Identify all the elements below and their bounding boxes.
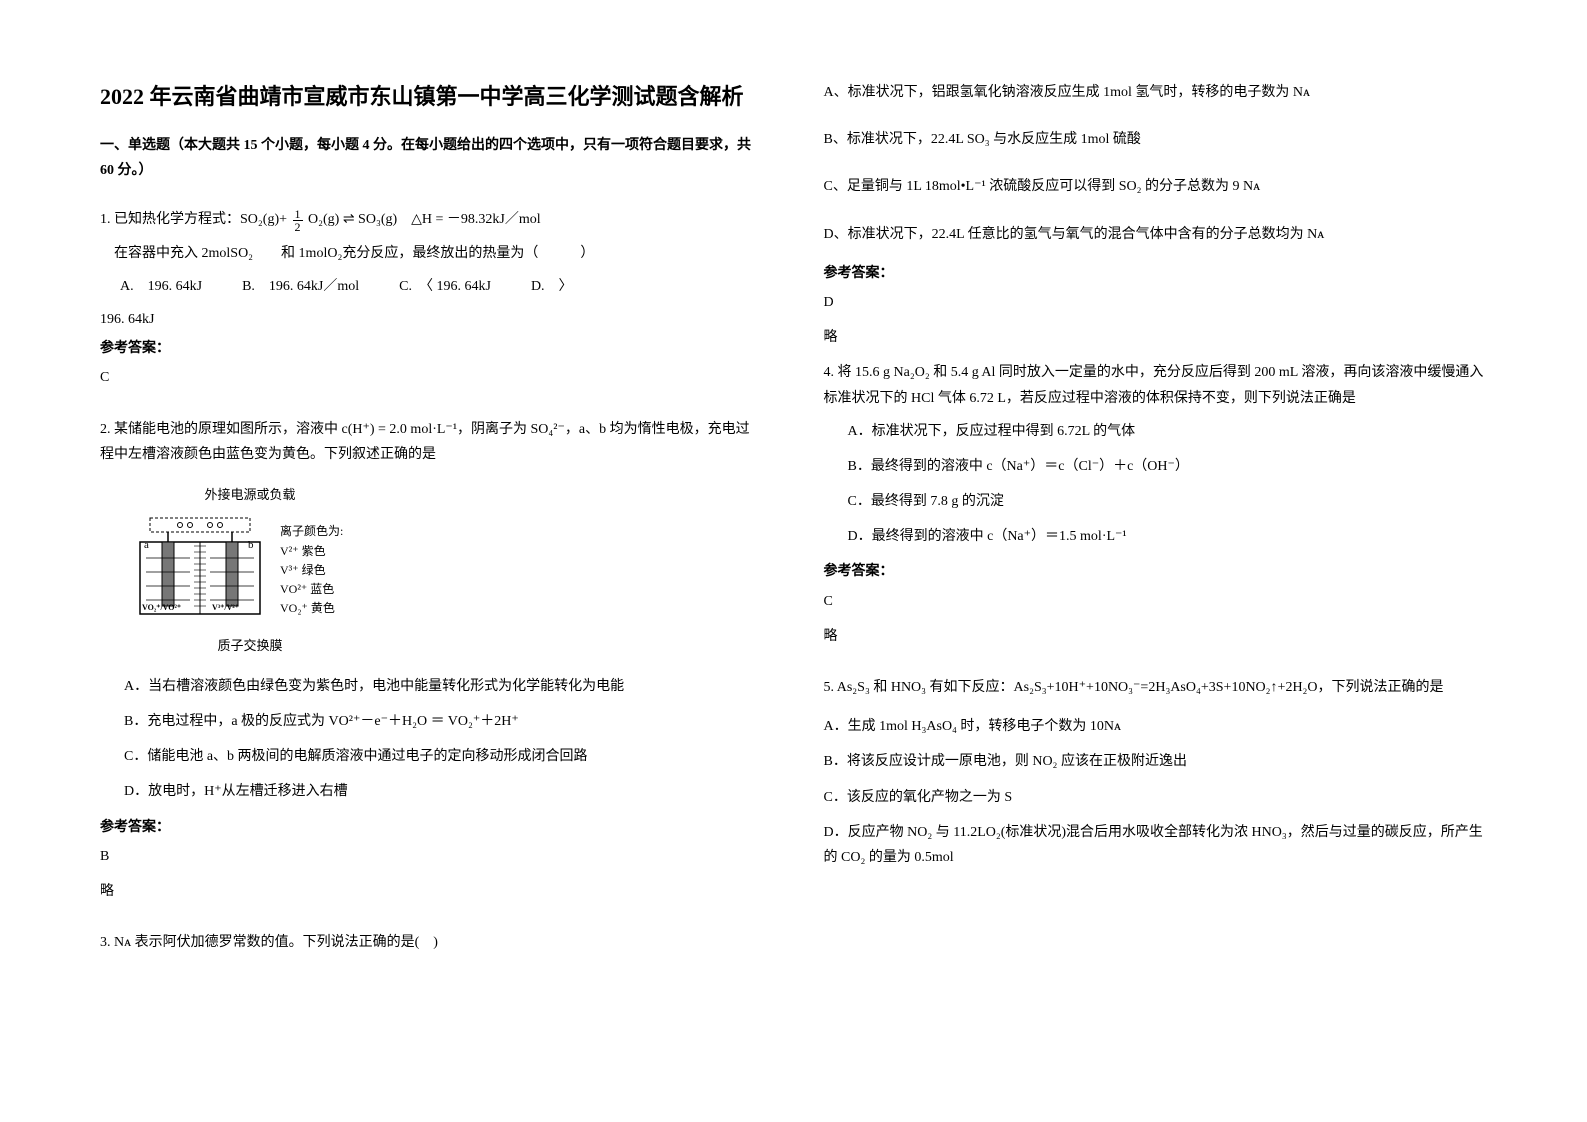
svg-text:VO₂⁺/VO²⁺: VO₂⁺/VO²⁺: [142, 603, 181, 612]
answer-label: 参考答案：: [824, 261, 1488, 286]
q5-optA: A．生成 1mol H₃AsO₄ 时，转移电子个数为 10Nᴀ: [824, 714, 1488, 739]
q1-text: 1. 已知热化学方程式：SO₂(g)+ 1 2 O₂(g) ⇌ SO₃(g) △…: [100, 207, 764, 232]
q2-optD: D．放电时，H⁺从左槽迁移进入右槽: [124, 779, 764, 804]
q2-optA: A．当右槽溶液颜色由绿色变为紫色时，电池中能量转化形式为化学能转化为电能: [124, 674, 764, 699]
q1-optB: B. 196. 64kJ／mol: [242, 274, 359, 299]
q4-optB: B．最终得到的溶液中 c（Na⁺）＝c（Cl⁻）＋c（OH⁻）: [848, 454, 1488, 479]
q1-options: A. 196. 64kJ B. 196. 64kJ／mol C. 〈 196. …: [120, 274, 764, 299]
answer-label: 参考答案：: [824, 559, 1488, 584]
section-header: 一、单选题（本大题共 15 个小题，每小题 4 分。在每小题给出的四个选项中，只…: [100, 133, 764, 183]
q1-optA: A. 196. 64kJ: [120, 274, 202, 299]
answer-label: 参考答案：: [100, 815, 764, 840]
q4-text: 4. 将 15.6 g Na₂O₂ 和 5.4 g Al 同时放入一定量的水中，…: [824, 360, 1488, 410]
diagram-title: 外接电源或负载: [130, 483, 370, 506]
frac-den: 2: [293, 221, 303, 233]
q5-text: 5. As₂S₃ 和 HNO₃ 有如下反应：As₂S₃+10H⁺+10NO₃⁻=…: [824, 675, 1488, 700]
q1-line1a: 1. 已知热化学方程式：SO₂(g)+: [100, 212, 291, 227]
q5-optD: D．反应产物 NO₂ 与 11.2LO₂(标准状况)混合后用水吸收全部转化为浓 …: [824, 820, 1488, 870]
q2-text: 2. 某储能电池的原理如图所示，溶液中 c(H⁺) = 2.0 mol·L⁻¹，…: [100, 417, 764, 467]
q2-optC: C．储能电池 a、b 两极间的电解质溶液中通过电子的定向移动形成闭合回路: [124, 744, 764, 769]
question-2: 2. 某储能电池的原理如图所示，溶液中 c(H⁺) = 2.0 mol·L⁻¹，…: [100, 417, 764, 914]
q3-optD: D、标准状况下，22.4L 任意比的氢气与氧气的混合气体中含有的分子总数均为 N…: [824, 222, 1488, 247]
ion-legend: 离子颜色为: V²⁺ 紫色 V³⁺ 绿色 VO²⁺ 蓝色 VO₂⁺ 黄色: [280, 522, 343, 618]
q5-optB: B．将该反应设计成一原电池，则 NO₂ 应该在正极附近逸出: [824, 749, 1488, 774]
q3-brief: 略: [824, 325, 1488, 350]
q1-cont: 196. 64kJ: [100, 307, 764, 332]
q3-text: 3. Nᴀ 表示阿伏加德罗常数的值。下列说法正确的是( ): [100, 930, 764, 955]
frac-num: 1: [293, 208, 303, 221]
q4-brief: 略: [824, 624, 1488, 649]
question-4: 4. 将 15.6 g Na₂O₂ 和 5.4 g Al 同时放入一定量的水中，…: [824, 360, 1488, 659]
diagram-bottom: 质子交换膜: [130, 634, 370, 657]
question-5: 5. As₂S₃ 和 HNO₃ 有如下反应：As₂S₃+10H⁺+10NO₃⁻=…: [824, 675, 1488, 880]
q2-answer: B: [100, 844, 764, 869]
q4-optD: D．最终得到的溶液中 c（Na⁺）＝1.5 mol·L⁻¹: [848, 524, 1488, 549]
legend-3: VO²⁺ 蓝色: [280, 580, 343, 599]
q4-optA: A．标准状况下，反应过程中得到 6.72L 的气体: [848, 419, 1488, 444]
q5-optC: C．该反应的氧化产物之一为 S: [824, 785, 1488, 810]
q2-optB: B．充电过程中，a 极的反应式为 VO²⁺－e⁻＋H₂O ＝ VO₂⁺＋2H⁺: [124, 709, 764, 734]
legend-4: VO₂⁺ 黄色: [280, 599, 343, 618]
fraction-icon: 1 2: [293, 208, 303, 233]
diagram-body: a b: [130, 510, 370, 630]
q4-optC: C．最终得到 7.8 g 的沉淀: [848, 489, 1488, 514]
q3-optA: A、标准状况下，铝跟氢氧化钠溶液反应生成 1mol 氢气时，转移的电子数为 Nᴀ: [824, 80, 1488, 105]
q1-answer: C: [100, 365, 764, 390]
label-a: a: [144, 539, 149, 551]
left-column: 2022 年云南省曲靖市宣威市东山镇第一中学高三化学测试题含解析 一、单选题（本…: [100, 80, 764, 1042]
q1-optC: C. 〈 196. 64kJ: [399, 274, 491, 299]
q1-optD: D. 〉: [531, 274, 573, 299]
q2-brief: 略: [100, 879, 764, 904]
q3-answer: D: [824, 290, 1488, 315]
svg-text:V³⁺/V²⁺: V³⁺/V²⁺: [212, 603, 239, 612]
battery-svg-icon: a b: [130, 510, 270, 630]
right-column: A、标准状况下，铝跟氢氧化钠溶液反应生成 1mol 氢气时，转移的电子数为 Nᴀ…: [824, 80, 1488, 1042]
page-title: 2022 年云南省曲靖市宣威市东山镇第一中学高三化学测试题含解析: [100, 80, 764, 113]
q3-optB: B、标准状况下，22.4L SO₃ 与水反应生成 1mol 硫酸: [824, 127, 1488, 152]
legend-2: V³⁺ 绿色: [280, 561, 343, 580]
legend-1: V²⁺ 紫色: [280, 542, 343, 561]
answer-label: 参考答案：: [100, 336, 764, 361]
legend-title: 离子颜色为:: [280, 522, 343, 541]
battery-diagram: 外接电源或负载 a b: [130, 483, 370, 658]
question-1: 1. 已知热化学方程式：SO₂(g)+ 1 2 O₂(g) ⇌ SO₃(g) △…: [100, 207, 764, 400]
label-b: b: [248, 539, 254, 551]
q3-optC: C、足量铜与 1L 18mol•L⁻¹ 浓硫酸反应可以得到 SO₂ 的分子总数为…: [824, 174, 1488, 199]
q1-line1b: O₂(g) ⇌ SO₃(g) △H = －98.32kJ／mol: [308, 212, 541, 227]
q4-answer: C: [824, 589, 1488, 614]
q1-line2: 在容器中充入 2molSO₂ 和 1molO₂充分反应，最终放出的热量为（ ）: [100, 241, 764, 266]
